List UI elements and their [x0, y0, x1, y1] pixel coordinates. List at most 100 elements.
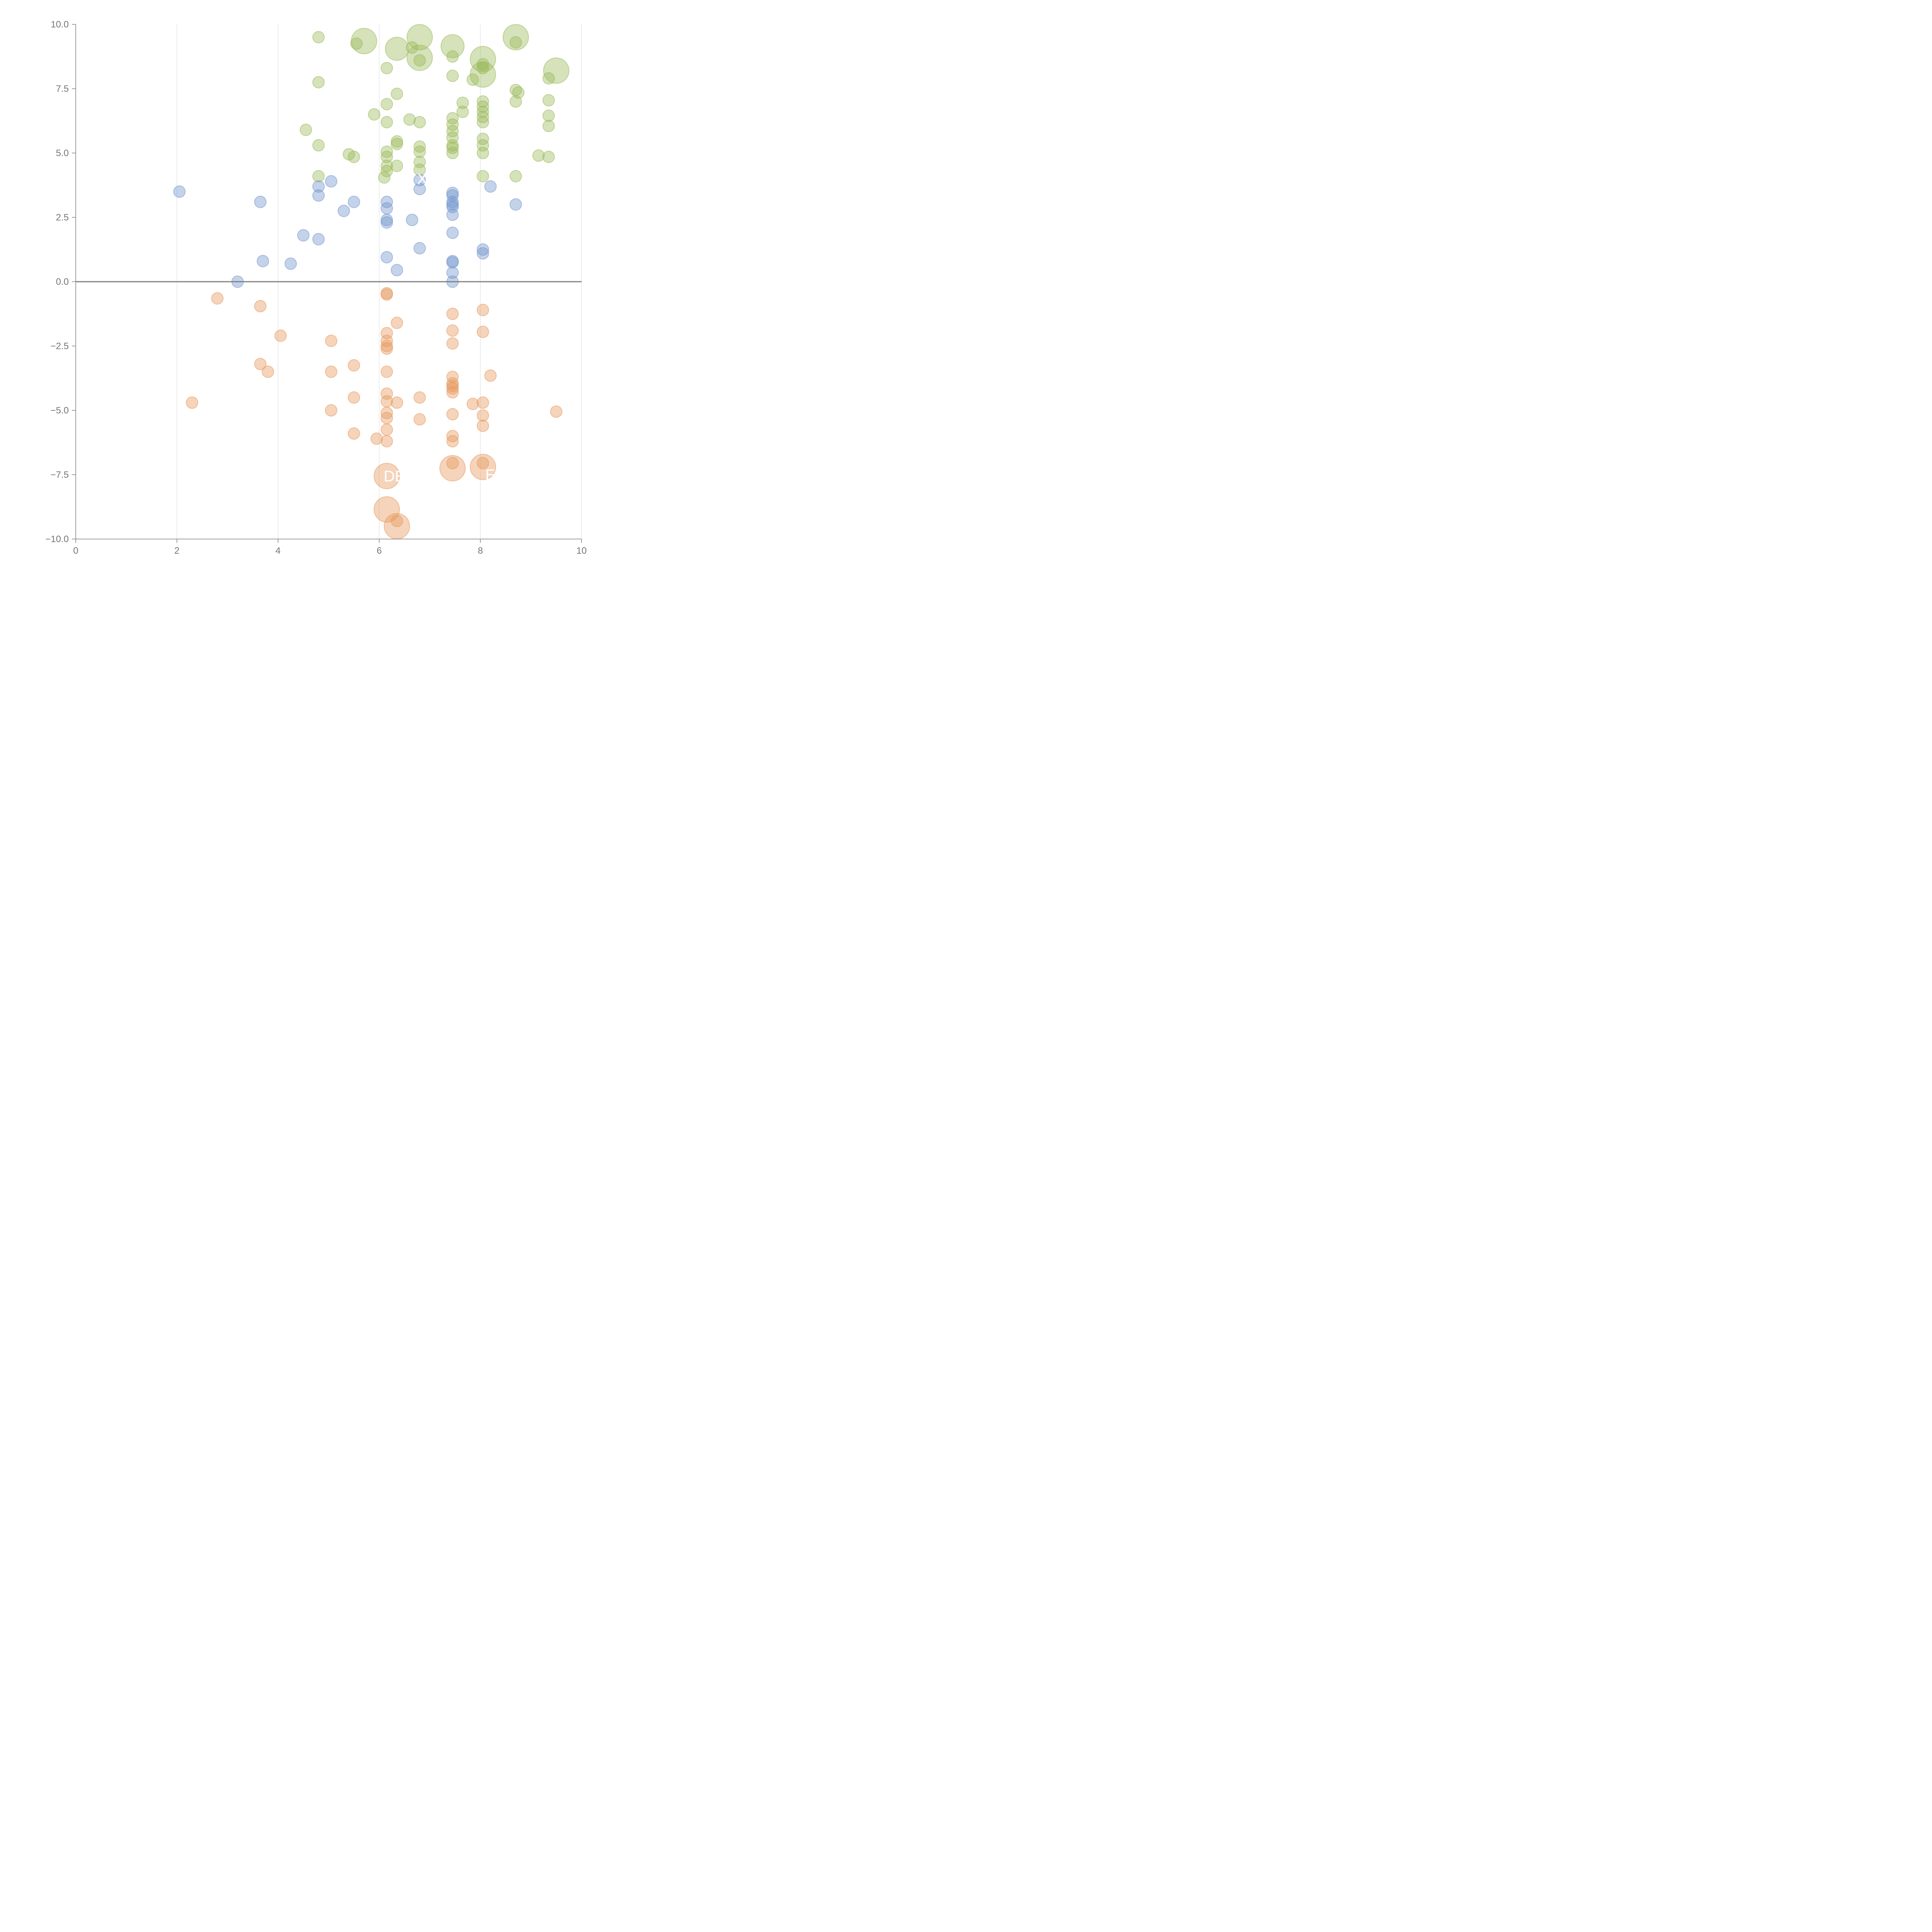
data-point: [391, 160, 403, 172]
data-point: [381, 288, 393, 301]
data-point: [446, 408, 459, 420]
data-point: [381, 342, 393, 355]
data-point: [381, 160, 393, 172]
data-point: [406, 44, 433, 71]
x-tick-label: 8: [478, 546, 483, 556]
x-tick-label: 4: [276, 546, 281, 556]
data-point: [312, 180, 325, 193]
data-point: [456, 105, 469, 118]
data-point: [381, 98, 393, 111]
data-point: [347, 196, 360, 208]
data-point: [312, 233, 325, 246]
data-point: [381, 62, 393, 75]
data-point: [484, 180, 497, 193]
data-point: [476, 105, 489, 118]
y-tick-label: 0.0: [56, 277, 69, 287]
x-tick-label: 10: [577, 546, 587, 556]
data-point: [381, 116, 393, 129]
data-point: [413, 54, 426, 67]
point-annotation: X: [417, 171, 427, 188]
data-point: [381, 366, 393, 378]
data-point: [446, 50, 459, 63]
data-point: [284, 257, 297, 270]
y-tick-label: −2.5: [51, 341, 69, 352]
data-point: [312, 189, 325, 202]
data-point: [446, 337, 459, 350]
data-point: [446, 430, 459, 442]
data-point: [476, 396, 489, 409]
data-point: [413, 242, 426, 255]
y-tick-label: 5.0: [56, 148, 69, 158]
data-point: [381, 412, 393, 424]
data-point: [254, 196, 267, 208]
data-point: [325, 335, 338, 347]
data-point: [257, 255, 269, 267]
data-point: [476, 457, 489, 469]
data-point: [325, 404, 338, 417]
data-point: [476, 147, 489, 159]
data-point: [469, 46, 496, 72]
data-point: [469, 454, 496, 480]
data-point: [466, 398, 479, 410]
data-point: [446, 208, 459, 221]
data-point: [476, 95, 489, 108]
data-point: [262, 366, 274, 378]
data-point: [299, 124, 312, 136]
data-point: [391, 264, 403, 277]
data-point: [413, 140, 426, 153]
data-point: [446, 147, 459, 159]
data-point: [381, 214, 393, 226]
data-point: [484, 369, 497, 382]
data-point: [337, 204, 350, 217]
data-point: [476, 133, 489, 145]
data-point: [385, 37, 409, 61]
data-point: [446, 377, 459, 390]
axes: −10.0 −7.5 −5.0 −2.5 0.0 2.5 5.0 7.5 10.0 0 2 4 6 8 10: [45, 19, 587, 556]
data-point: [391, 87, 403, 100]
data-point: [391, 316, 403, 329]
data-point: [509, 170, 522, 182]
data-point: [446, 382, 459, 395]
data-point: [211, 292, 224, 305]
data-point: [391, 135, 403, 148]
data-point: [476, 111, 489, 123]
data-point: [446, 266, 459, 279]
data-point: [542, 109, 555, 122]
data-point: [466, 73, 479, 86]
data-point: [413, 145, 426, 158]
data-point: [476, 409, 489, 422]
data-point: [312, 31, 325, 44]
data-point: [446, 198, 459, 211]
annotations: X DE E: [384, 171, 496, 485]
data-point: [446, 226, 459, 239]
data-point: [381, 165, 393, 177]
data-point: [446, 118, 459, 131]
data-point: [476, 100, 489, 113]
data-point: [476, 58, 489, 71]
y-tick-label: −10.0: [45, 534, 69, 544]
data-point: [381, 395, 393, 408]
data-point: [325, 175, 338, 188]
data-point: [413, 413, 426, 426]
data-point: [381, 251, 393, 264]
data-point: [413, 183, 426, 196]
data-point: [347, 391, 360, 404]
data-point: [391, 396, 403, 409]
data-point: [543, 57, 570, 84]
data-point: [456, 97, 469, 109]
data-point: [446, 196, 459, 208]
data-point: [347, 359, 360, 372]
data-point: [446, 386, 459, 399]
data-point: [381, 202, 393, 215]
data-point: [413, 116, 426, 129]
data-point: [532, 149, 545, 162]
data-point: [446, 125, 459, 138]
data-point: [446, 141, 459, 154]
data-point: [413, 173, 426, 186]
data-point: [368, 108, 381, 121]
y-tick-label: 7.5: [56, 84, 69, 94]
y-tick-label: 10.0: [51, 19, 69, 30]
data-point: [446, 457, 459, 469]
data-point: [297, 229, 310, 242]
data-point: [413, 163, 426, 176]
